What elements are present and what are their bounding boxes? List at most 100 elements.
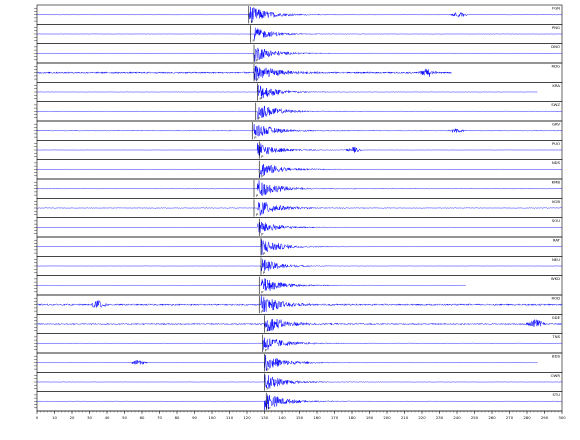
p-pick-label: P (267, 368, 270, 372)
waveform-trace (36, 394, 563, 411)
waveform-trace (36, 47, 563, 62)
waveform-trace (36, 180, 563, 196)
p-pick-label: P (256, 194, 259, 198)
station-label: RDG (551, 64, 560, 69)
x-tick-label: 180 (348, 415, 356, 420)
waveform-trace (36, 202, 563, 216)
x-tick-label: 300 (558, 415, 566, 420)
p-pick-label: P (256, 213, 259, 217)
x-tick-label: 60 (140, 415, 145, 420)
p-pick-label: P (261, 155, 264, 159)
x-tick-label: 160 (313, 415, 321, 420)
station-label: RAT (553, 238, 561, 243)
trace-panel: P PNG (34, 24, 563, 44)
p-pick-label: P (265, 349, 268, 353)
x-tick-label: 170 (331, 415, 339, 420)
waveform-trace (36, 85, 538, 99)
x-tick-label: 270 (506, 415, 514, 420)
trace-panel: P BDS (34, 352, 563, 373)
p-pick-label: P (258, 117, 261, 121)
p-pick-label: P (256, 78, 259, 82)
waveform-trace (36, 374, 563, 389)
waveform-trace (36, 124, 563, 137)
station-label: FGN (552, 6, 560, 11)
p-pick-label: P (256, 59, 259, 63)
trace-panel: P NEU (34, 256, 563, 276)
p-pick-label: P (254, 136, 257, 140)
x-tick-label: 140 (278, 415, 286, 420)
p-pick-label: P (261, 310, 264, 314)
trace-panel: P STU (34, 391, 563, 412)
trace-panel: P OWR (34, 372, 563, 392)
p-pick-label: P (261, 175, 264, 179)
p-pick-label: P (253, 39, 256, 43)
x-tick-label: 100 (208, 415, 216, 420)
p-pick-label: P (267, 329, 270, 333)
station-label: KOB (552, 199, 560, 204)
station-label: WKD (551, 276, 560, 281)
x-tick-label: 0 (36, 415, 39, 420)
waveform-trace (36, 337, 563, 350)
station-label: KMB (552, 180, 561, 185)
x-tick-label: 260 (488, 415, 496, 420)
x-tick-label: 90 (192, 415, 197, 420)
station-label: STU (552, 392, 560, 397)
x-tick-label: 80 (175, 415, 180, 420)
station-label: SOU (552, 218, 560, 223)
station-label: DNO (551, 44, 560, 49)
trace-panel: P KOB (34, 198, 563, 218)
trace-panel: P RAT (34, 236, 563, 257)
waveform-trace (36, 222, 563, 233)
x-tick-label: 290 (541, 415, 549, 420)
x-tick-label: 200 (383, 415, 391, 420)
p-pick-label: P (263, 252, 266, 256)
waveform-trace (36, 259, 563, 272)
station-label: KRA (552, 83, 560, 88)
station-label: GDE (552, 315, 561, 320)
station-label: PNG (552, 25, 560, 30)
waveform-trace (36, 295, 563, 312)
waveform-trace (36, 238, 563, 255)
trace-panels: P FGN P PNG P DNO P RDG P KRA P SWZ P GRV P PUO P NDS P KMB… (34, 4, 563, 412)
station-label: NEU (552, 257, 560, 262)
station-label: GRV (552, 122, 560, 127)
waveform-trace (36, 105, 563, 120)
x-tick-label: 120 (243, 415, 251, 420)
p-pick-label: P (260, 97, 263, 101)
waveform-trace (36, 164, 563, 178)
x-tick-label: 20 (70, 415, 75, 420)
x-tick-label: 50 (122, 415, 127, 420)
trace-panel: P DNO (34, 43, 563, 64)
p-pick-label: P (267, 387, 270, 391)
x-tick-label: 230 (436, 415, 444, 420)
trace-panel: P SWZ (34, 101, 563, 122)
p-pick-label: P (261, 291, 264, 295)
trace-panel: P GRV (34, 120, 563, 141)
station-label: ROD (551, 296, 560, 301)
x-tick-label: 110 (226, 415, 234, 420)
trace-panel: P WKD (34, 275, 563, 296)
station-label: TNS (551, 334, 560, 339)
trace-panel: P TNS (34, 333, 563, 354)
station-label: BDS (552, 354, 561, 359)
x-tick-label: 240 (453, 415, 461, 420)
waveform-trace (36, 64, 452, 82)
trace-panel: P KRA (34, 82, 563, 102)
x-tick-label: 10 (52, 415, 57, 420)
waveform-trace (36, 319, 563, 331)
x-tick-label: 30 (87, 415, 92, 420)
trace-panel: P ROD (34, 294, 563, 315)
trace-panel: P GDE (34, 314, 563, 334)
trace-panel: P SOU (34, 217, 563, 238)
trace-panel: P FGN (34, 4, 563, 25)
x-tick-label: 220 (418, 415, 426, 420)
station-label: PUO (552, 141, 560, 146)
p-pick-label: P (268, 407, 271, 411)
x-axis: 0 10 20 30 40 50 60 70 80 90 100 110 120 130 140 150 160… (36, 410, 566, 420)
station-label: NDS (552, 160, 561, 165)
x-tick-label: 130 (261, 415, 269, 420)
x-tick-label: 280 (523, 415, 531, 420)
trace-panel: P KMB (34, 178, 563, 199)
p-pick-label: P (263, 271, 266, 275)
